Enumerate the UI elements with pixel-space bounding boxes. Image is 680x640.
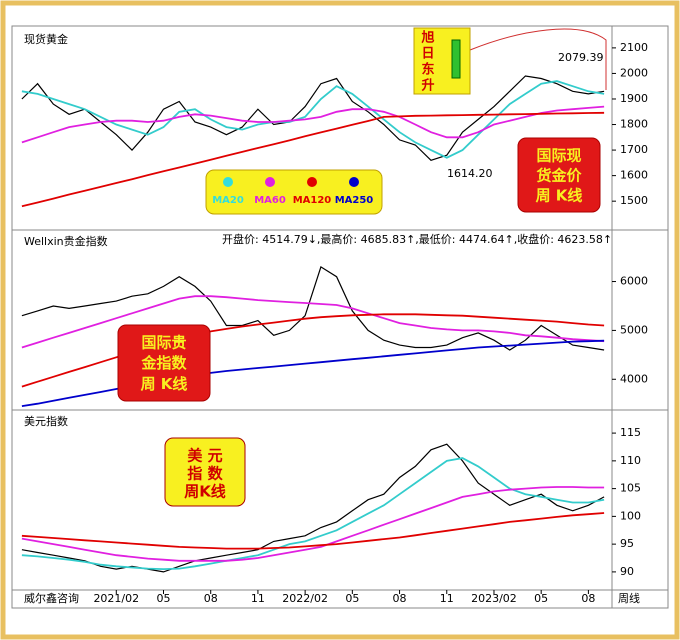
- legend-label: MA250: [335, 195, 374, 206]
- x-tick-label: 2023/02: [471, 592, 517, 605]
- badge-text: 国际现: [536, 147, 581, 165]
- trough-label: 1614.20: [447, 167, 493, 180]
- y-tick-label: 1500: [620, 194, 648, 207]
- price-header: 开盘价: 4514.79↓,最高价: 4685.83↑,最低价: 4474.64…: [222, 232, 612, 246]
- legend-box: [205, 169, 383, 215]
- legend-dot: [223, 177, 233, 187]
- legend-label: MA120: [293, 195, 332, 206]
- series-line: [21, 80, 605, 159]
- y-tick-label: 90: [620, 565, 634, 578]
- series-line: [21, 111, 605, 208]
- series-line: [21, 457, 605, 571]
- legend-label: MA20: [212, 195, 244, 206]
- series-line: [21, 443, 605, 573]
- x-tick-label: 05: [534, 592, 548, 605]
- x-tick-label: 11: [440, 592, 454, 605]
- y-tick-label: 4000: [620, 372, 648, 385]
- badge-text: 周K线: [184, 483, 226, 501]
- badge-text: 美 元: [187, 447, 222, 465]
- badge-text: 货金价: [536, 167, 582, 185]
- badge-text: 国际贵: [141, 334, 186, 352]
- x-tick-label: 11: [251, 592, 265, 605]
- badge-text: 指 数: [187, 465, 223, 483]
- panel-title: 现货黄金: [24, 32, 68, 46]
- series-line: [21, 339, 605, 407]
- series-line: [21, 313, 605, 388]
- y-tick-label: 1800: [620, 118, 648, 131]
- motto-candle: [451, 39, 461, 79]
- motto-text: 东: [421, 62, 434, 78]
- y-tick-label: 2000: [620, 66, 648, 79]
- badge-text: 周 K线: [536, 187, 583, 205]
- motto-box: [413, 27, 471, 95]
- motto-text: 升: [421, 78, 434, 94]
- legend-dot: [349, 177, 359, 187]
- peak-label: 2079.39: [558, 51, 604, 64]
- y-tick-label: 1900: [620, 92, 648, 105]
- x-tick-label: 08: [393, 592, 407, 605]
- motto-text: 日: [421, 47, 434, 62]
- y-tick-label: 110: [620, 454, 641, 467]
- series-line: [21, 512, 605, 550]
- plot-frame: [11, 25, 669, 609]
- badge-text: 金指数: [140, 354, 187, 372]
- motto-text: 旭: [420, 30, 434, 46]
- badge-box: [517, 137, 601, 213]
- series-line: [21, 265, 605, 351]
- y-tick-label: 115: [620, 426, 641, 439]
- y-tick-label: 100: [620, 509, 641, 522]
- badge-text: 周 K线: [141, 375, 188, 393]
- legend-label: MA60: [254, 195, 286, 206]
- legend-dot: [307, 177, 317, 187]
- x-tick-label: 08: [581, 592, 595, 605]
- x-tick-label: 05: [157, 592, 171, 605]
- series-line: [21, 75, 605, 161]
- y-tick-label: 5000: [620, 323, 648, 336]
- y-tick-label: 1700: [620, 143, 648, 156]
- y-tick-label: 95: [620, 537, 634, 550]
- badge-box: [164, 437, 246, 507]
- footer-left: 威尔鑫咨询: [24, 591, 79, 605]
- y-tick-label: 2100: [620, 41, 648, 54]
- x-tick-label: 08: [204, 592, 218, 605]
- y-tick-label: 6000: [620, 275, 648, 288]
- series-line: [21, 105, 605, 144]
- panel-title: 美元指数: [24, 414, 68, 428]
- x-tick-label: 2022/02: [282, 592, 328, 605]
- y-tick-label: 1600: [620, 169, 648, 182]
- legend-dot: [265, 177, 275, 187]
- decor-curve: [469, 28, 607, 90]
- footer-right: 周线: [618, 591, 640, 605]
- x-tick-label: 2021/02: [93, 592, 139, 605]
- series-line: [21, 295, 605, 349]
- series-line: [21, 486, 605, 562]
- y-tick-label: 105: [620, 482, 641, 495]
- badge-box: [117, 324, 211, 402]
- x-tick-label: 05: [345, 592, 359, 605]
- panel-title: Wellxin贵金指数: [24, 234, 108, 248]
